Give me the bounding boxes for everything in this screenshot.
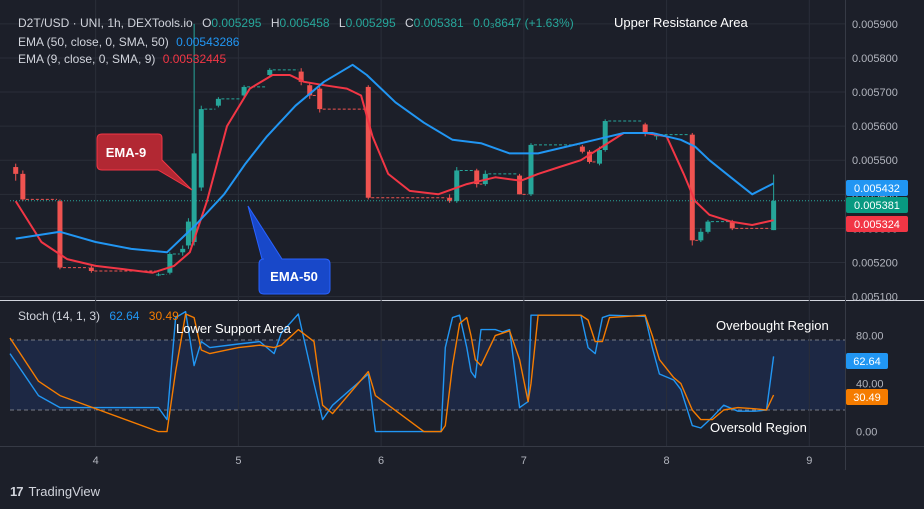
candle-body	[198, 109, 204, 188]
stoch-legend: Stoch (14, 1, 3) 62.64 30.49	[18, 309, 179, 323]
candle-body	[596, 150, 602, 164]
ema9-price-badge-text: 0.005324	[854, 219, 900, 231]
candle-body	[185, 221, 191, 246]
candle-body	[307, 85, 313, 96]
candle-body	[298, 71, 304, 82]
price-tick-label: 0.005500	[852, 155, 898, 167]
stoch-axis-ticks: 0.00 40.00 80.00	[856, 331, 884, 439]
price-tick-label: 0.005900	[852, 19, 898, 31]
candle-body	[57, 201, 63, 268]
candle-body	[447, 197, 453, 202]
price-axis-ticks: 0.0051000.0052000.0053000.0054000.005500…	[852, 19, 898, 304]
oversold-label: Oversold Region	[710, 420, 807, 435]
candle-body	[698, 231, 704, 241]
ema50-callout-label: EMA-50	[270, 269, 318, 284]
upper-resistance-label: Upper Resistance Area	[614, 15, 748, 30]
ema-lines	[14, 63, 775, 274]
candle-body	[528, 144, 534, 195]
candle-body	[191, 153, 197, 243]
candle-body	[215, 98, 221, 106]
price-tick-label: 0.005600	[852, 121, 898, 133]
price-tick-label: 0.005700	[852, 87, 898, 99]
ema50-line	[15, 63, 775, 254]
candle-body	[705, 221, 711, 232]
candle-body	[180, 248, 186, 253]
stoch-tick-label: 0.00	[856, 427, 877, 439]
ema9-line	[14, 74, 774, 274]
ema50-price-badge-text: 0.005432	[854, 183, 900, 195]
tradingview-logo-icon: 17	[10, 483, 24, 499]
time-tick-label: 5	[235, 455, 241, 467]
time-tick-label: 6	[378, 455, 384, 467]
candles	[13, 23, 777, 277]
stoch-band	[10, 340, 845, 410]
close-price-badge: 0.005381	[846, 197, 908, 213]
candle-body	[454, 170, 460, 202]
candle-body	[365, 86, 371, 198]
ema9-callout-label: EMA-9	[106, 145, 146, 160]
candle-body	[771, 200, 777, 231]
candle-body	[267, 69, 273, 75]
tradingview-brand: TradingView	[28, 483, 101, 499]
price-tick-label: 0.005100	[852, 292, 898, 304]
price-tick-label: 0.005800	[852, 53, 898, 65]
candle-body	[88, 267, 94, 272]
ema50-callout: EMA-50	[247, 205, 331, 295]
candle-body	[241, 86, 247, 96]
candle-body	[317, 88, 323, 110]
tradingview-footer: 17 TradingView	[10, 480, 100, 502]
lower-support-label: Lower Support Area	[176, 321, 292, 336]
stoch-k-badge-text: 62.64	[853, 356, 881, 368]
price-grid	[0, 0, 845, 446]
candle-body	[579, 146, 585, 152]
ema9-price-badge: 0.005324	[846, 216, 908, 232]
candle-body	[729, 221, 735, 229]
stoch-lines	[9, 310, 775, 433]
candle-body	[587, 151, 593, 162]
ema9-callout: EMA-9	[96, 133, 193, 191]
stoch-k-badge: 62.64	[846, 353, 888, 369]
candle-body	[517, 175, 523, 195]
candle-body	[474, 170, 480, 185]
stoch-tick-label: 80.00	[856, 331, 884, 343]
stoch-tick-label: 40.00	[856, 379, 884, 391]
ema50-price-badge: 0.005432	[846, 180, 908, 196]
time-tick-label: 8	[664, 455, 670, 467]
candle-body	[689, 134, 695, 241]
stoch-d-line	[9, 313, 775, 433]
candle-body	[13, 167, 19, 174]
stoch-d-badge: 30.49	[846, 389, 888, 405]
close-price-badge-text: 0.005381	[854, 200, 900, 212]
candle-body	[155, 274, 161, 276]
ema50-legend: EMA (50, close, 0, SMA, 50) 0.00543286	[18, 35, 240, 49]
time-axis-ticks: 4 5 6 7 8 9	[93, 455, 813, 467]
time-tick-label: 9	[806, 455, 812, 467]
ema9-legend: EMA (9, close, 0, SMA, 9) 0.00532445	[18, 52, 226, 66]
candle-body	[20, 173, 26, 200]
time-tick-label: 7	[521, 455, 527, 467]
time-tick-label: 4	[93, 455, 99, 467]
candle-body	[167, 253, 173, 273]
stoch-d-badge-text: 30.49	[853, 392, 881, 404]
candle-body	[602, 121, 608, 150]
symbol-title: D2T/USD · UNI, 1h, DEXTools.io O0.005295…	[18, 16, 574, 30]
price-tick-label: 0.005200	[852, 258, 898, 270]
stoch-k-line	[9, 310, 775, 433]
overbought-label: Overbought Region	[716, 318, 829, 333]
candle-body	[642, 124, 648, 133]
